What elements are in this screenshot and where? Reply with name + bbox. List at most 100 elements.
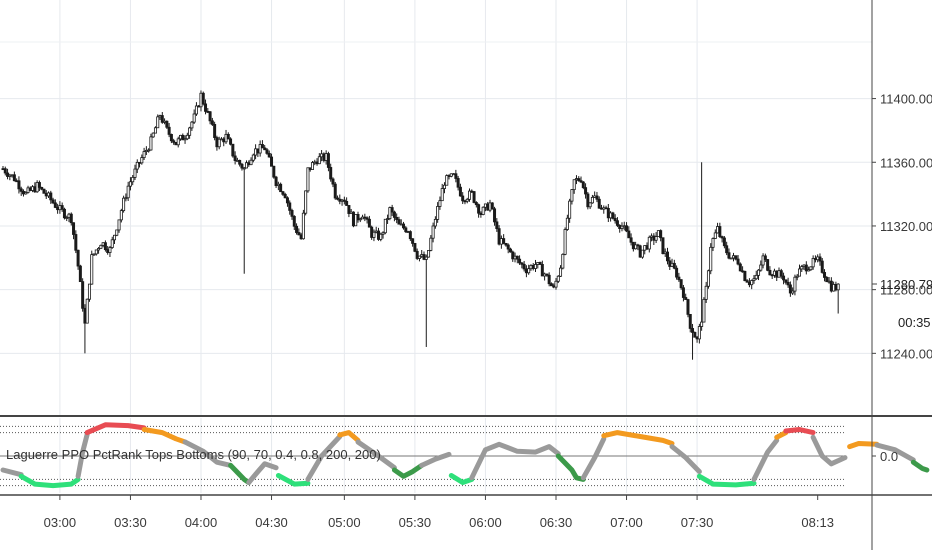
- indicator-segment-low: [558, 456, 583, 479]
- candle-body: [309, 168, 311, 170]
- candle-body: [555, 281, 557, 287]
- candle-body: [207, 111, 209, 112]
- candle-body: [186, 135, 188, 138]
- candle-body: [86, 299, 88, 323]
- time-axis[interactable]: 03:00 03:30 04:00 04:30 05:00 05:30 06:00 06:30…: [44, 495, 834, 530]
- candle-body: [466, 199, 468, 201]
- candle-body: [632, 242, 634, 248]
- candle-body: [229, 139, 231, 144]
- candle-body: [163, 121, 165, 122]
- candle-body: [691, 328, 693, 332]
- candle-body: [111, 240, 113, 248]
- candle-body: [327, 154, 329, 168]
- indicator-title[interactable]: Laguerre PPO PctRank Tops Bottoms (90, 7…: [6, 447, 381, 462]
- candle-body: [714, 233, 716, 239]
- candle-body: [707, 271, 709, 286]
- candle-body: [835, 284, 837, 289]
- candle-body: [616, 221, 618, 226]
- candle-body: [432, 226, 434, 238]
- price-axis[interactable]: 11240.00 11280.00 11320.00 11360.00 11400.00…: [872, 92, 932, 464]
- candle-body: [152, 133, 154, 137]
- candle-body: [118, 220, 120, 230]
- candle-body: [778, 271, 780, 278]
- candle-body: [402, 224, 404, 228]
- candle-body: [45, 193, 47, 196]
- candle-body: [566, 218, 568, 229]
- candle-body: [723, 238, 725, 246]
- candle-body: [803, 265, 805, 267]
- candle-body: [120, 211, 122, 220]
- candle-body: [521, 263, 523, 264]
- candle-body: [537, 262, 539, 264]
- time-tick-label: 04:30: [255, 515, 288, 530]
- candle-body: [280, 184, 282, 191]
- candle-body: [241, 164, 243, 168]
- candle-body: [291, 210, 293, 216]
- candle-body: [134, 169, 136, 177]
- candle-body: [666, 252, 668, 261]
- candle-body: [669, 261, 671, 267]
- candle-body: [807, 270, 809, 271]
- candle-body: [792, 291, 794, 293]
- candle-body: [191, 122, 193, 128]
- candle-body: [773, 271, 775, 275]
- candle-body: [214, 124, 216, 137]
- candle-body: [730, 258, 732, 259]
- candle-body: [161, 116, 163, 123]
- candle-body: [393, 212, 395, 217]
- candle-body: [503, 239, 505, 244]
- time-tick-label: 05:30: [399, 515, 432, 530]
- candle-body: [382, 233, 384, 235]
- candle-body: [798, 269, 800, 276]
- candle-body: [569, 201, 571, 218]
- candle-body: [755, 275, 757, 278]
- candle-body: [371, 227, 373, 237]
- candle-body: [767, 260, 769, 271]
- price-tick-label: 11240.00: [880, 346, 932, 361]
- candle-body: [257, 149, 259, 153]
- candle-body: [264, 148, 266, 150]
- candle-body: [79, 266, 81, 282]
- candle-body: [625, 226, 627, 231]
- candle-body: [464, 201, 466, 202]
- candle-body: [355, 214, 357, 225]
- candle-body: [689, 314, 691, 328]
- candle-body: [496, 222, 498, 229]
- candle-body: [760, 265, 762, 270]
- candle-body: [298, 233, 300, 235]
- candle-body: [801, 267, 803, 269]
- candle-body: [414, 243, 416, 251]
- candle-body: [830, 281, 832, 291]
- candle-body: [828, 281, 830, 282]
- candle-body: [671, 263, 673, 266]
- candle-body: [559, 268, 561, 276]
- candle-body: [789, 285, 791, 293]
- time-tick-label: 06:30: [540, 515, 573, 530]
- candle-body: [36, 182, 38, 191]
- candle-body: [361, 217, 363, 219]
- candle-body: [539, 262, 541, 264]
- candle-body: [300, 235, 302, 239]
- candle-body: [9, 175, 11, 176]
- candle-body: [248, 163, 250, 165]
- candle-body: [716, 227, 718, 233]
- candle-body: [450, 174, 452, 176]
- time-tick-label: 07:30: [681, 515, 714, 530]
- candle-body: [204, 104, 206, 111]
- candle-body: [123, 198, 125, 210]
- time-tick-label: 05:00: [328, 515, 361, 530]
- candle-body: [289, 203, 291, 211]
- candle-body: [589, 203, 591, 207]
- candle-body: [826, 277, 828, 281]
- candle-body: [243, 168, 245, 169]
- candle-body: [386, 219, 388, 220]
- candle-body: [705, 286, 707, 299]
- candle-body: [168, 127, 170, 134]
- candle-body: [104, 243, 106, 250]
- candle-body: [737, 259, 739, 264]
- candle-body: [582, 182, 584, 188]
- indicator-segment-neutral: [754, 440, 777, 479]
- candle-body: [31, 187, 33, 191]
- candle-body: [484, 204, 486, 207]
- candle-body: [664, 252, 666, 254]
